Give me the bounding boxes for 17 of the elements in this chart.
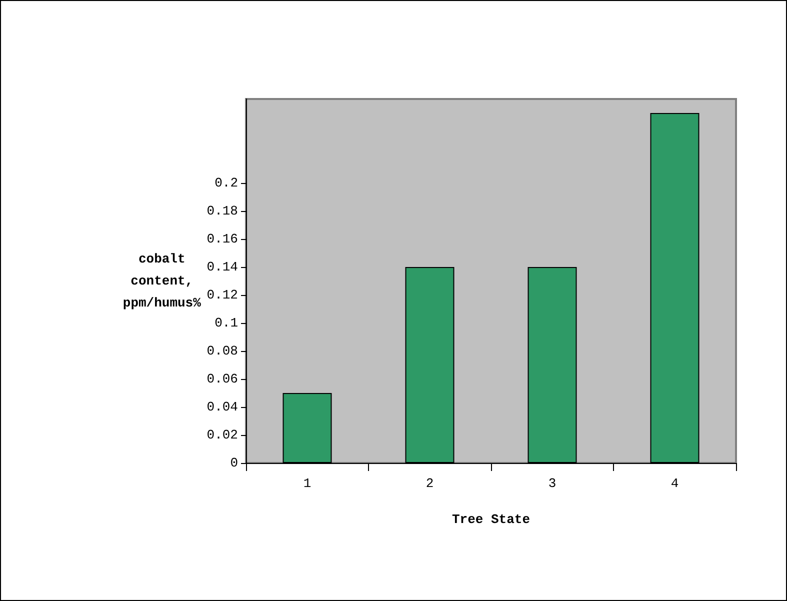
y-tick-label: 0.16 [206,232,238,246]
x-tick-label: 2 [426,476,434,491]
x-axis-title: Tree State [452,512,530,527]
x-tick-label: 1 [303,476,312,491]
y-tick-label: 0.04 [206,400,238,414]
y-tick-label: 0.14 [206,260,238,274]
y-tick-label: 0.06 [206,372,238,386]
y-axis-title: cobalt content, ppm/humus% [122,252,202,310]
y-tick-label: 0.2 [214,176,238,190]
y-tick-label: 0.1 [214,316,238,330]
y-tick-label: 0 [230,456,238,470]
x-tick-label: 3 [548,476,556,491]
y-tick-label: 0.18 [206,204,238,218]
x-tick-label: 4 [670,476,679,491]
y-tick-label: 0.02 [206,428,238,442]
y-tick-label: 0.12 [206,288,238,302]
y-tick-label: 0.08 [206,344,238,358]
